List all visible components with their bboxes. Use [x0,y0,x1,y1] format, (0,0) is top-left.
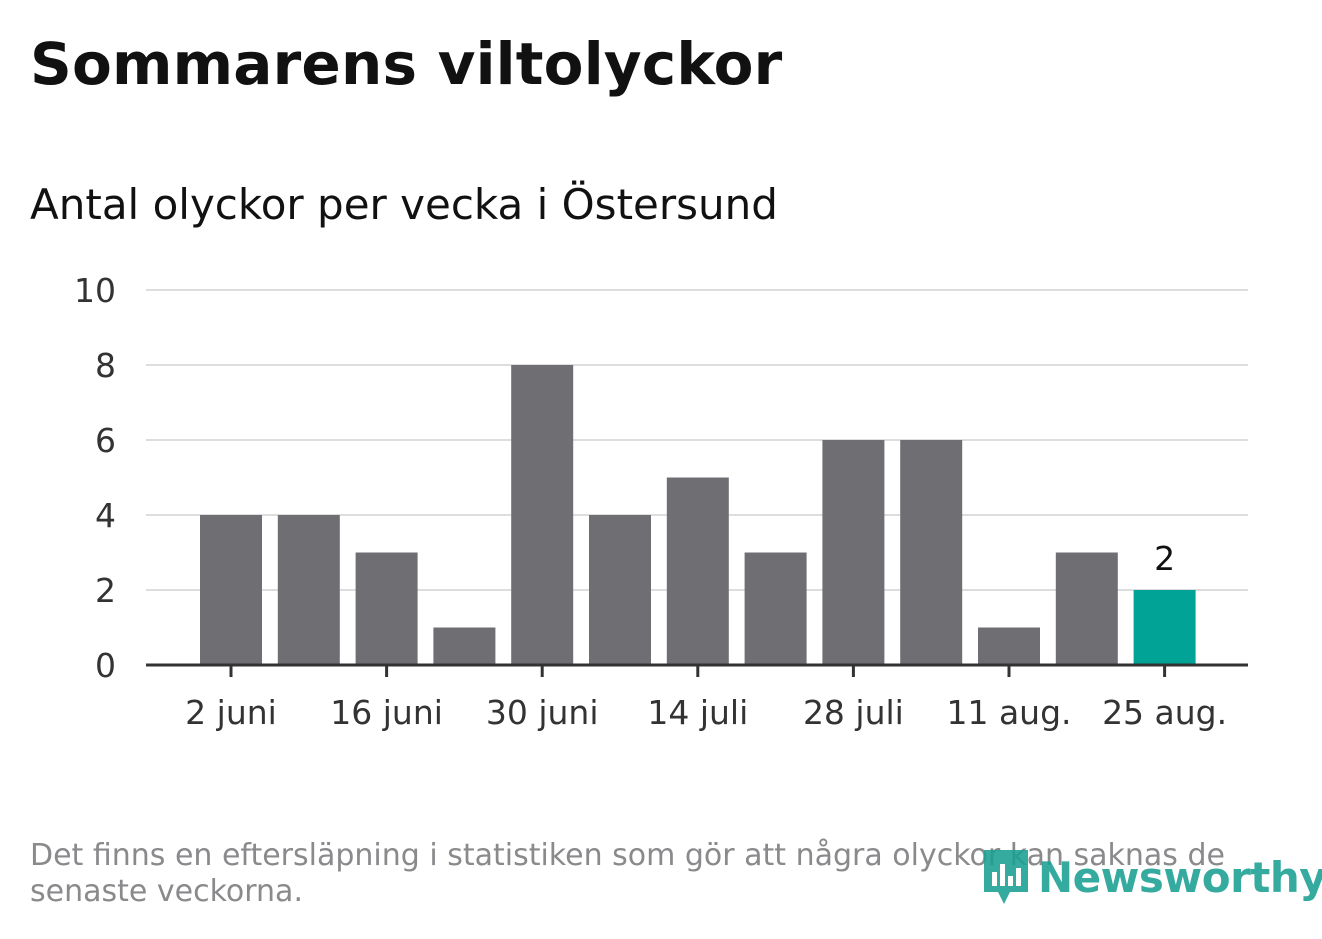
bar [1133,590,1196,665]
chart-subtitle: Antal olyckor per vecka i Östersund [30,180,778,229]
bar-chart: 0 2 4 6 8 10 2 juni 16 juni 30 juni 14 juli 28 ju… [74,271,1248,732]
bar [355,552,418,665]
bar [978,627,1040,665]
bar [822,440,885,665]
data-label: 2 [1154,539,1175,578]
x-tick-label: 2 juni [185,693,277,732]
bar [589,515,651,665]
x-axis-ticks: 2 juni 16 juni 30 juni 14 juli 28 juli 11 aug… [185,665,1227,732]
bar [900,440,963,665]
bars [200,365,1196,665]
bar [200,515,262,665]
x-tick-label: 25 aug. [1102,693,1227,732]
y-tick-label: 0 [95,646,116,685]
x-tick-label: 16 juni [330,693,443,732]
x-tick-label: 30 juni [486,693,599,732]
bar [511,365,574,665]
y-tick-label: 2 [95,571,116,610]
y-tick-label: 8 [95,346,116,385]
y-axis-ticks: 0 2 4 6 8 10 [74,271,116,685]
bar [744,552,807,665]
bar [433,627,496,665]
chart-title: Sommarens viltolyckor [30,30,783,98]
bar [277,515,340,665]
y-tick-label: 6 [95,421,116,460]
bar [666,477,729,665]
bar [1055,552,1118,665]
x-tick-label: 11 aug. [946,693,1071,732]
x-tick-label: 14 juli [647,693,748,732]
y-tick-label: 4 [95,496,116,535]
newsworthy-logo: Newsworthy [980,846,1322,908]
logo-text: Newsworthy [1038,852,1322,902]
data-labels: 2 [1154,539,1175,578]
bar-chart-speech-bubble-icon [984,850,1028,904]
x-tick-label: 28 juli [803,693,904,732]
y-tick-label: 10 [74,271,116,310]
